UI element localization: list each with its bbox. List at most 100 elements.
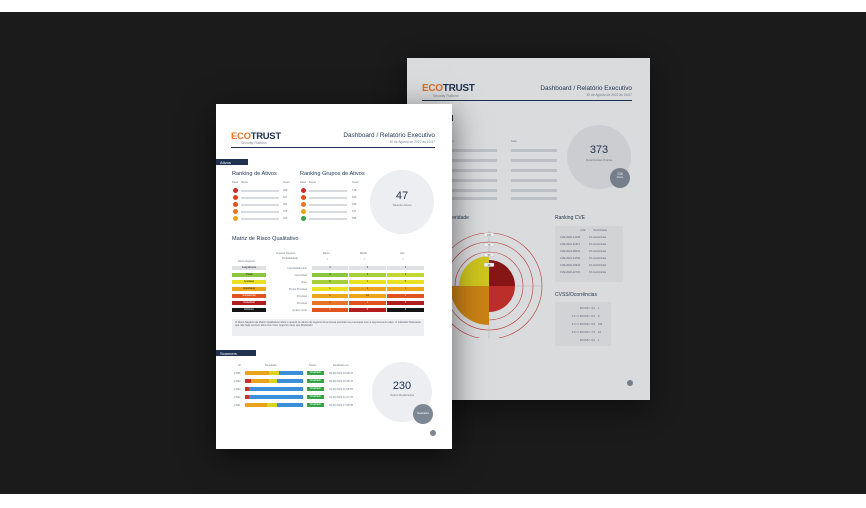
scan-col-id: ID [238,364,241,367]
matrix-cell: 1 [349,280,386,285]
probability-label: Provável [296,302,307,305]
asset-score: 423 [283,217,288,220]
rank-dot [233,188,238,193]
cve-count: 15 ocorrências [589,264,607,267]
cve-id: CVE-2022-22720 [560,271,581,274]
scan-status-badge: Finalizado [307,371,324,376]
risk-level-cell: Insignificante [232,266,266,271]
scans-badge-label: Realizados [417,412,429,415]
result-seg [277,379,303,384]
rank-dot [301,216,306,221]
total-occurrences-value: 373 [589,144,609,156]
result-seg [269,379,277,384]
asset-name-bar [241,218,279,220]
impact-col: Alto [400,252,405,255]
rank-dot [301,188,306,193]
report-date: 30 de Agosto de 2022 às 16:57 [586,93,632,97]
scan-date: 31-05-2022 11:27:45 [329,396,353,399]
matrix-cell: 2 [387,266,424,271]
matrix-cell: 1 [349,301,386,306]
total-assets-label: Total de Ativos [392,203,412,207]
matrix-cell: 5 [387,280,424,285]
matrix-cell: 1 [387,294,424,299]
cvss-count: 1 [598,339,600,342]
result-seg [251,379,269,384]
asset-name-bar [241,204,279,206]
cve-count: 15 ocorrências [589,271,607,274]
occ-bar [447,169,497,172]
group-name-bar [309,218,347,220]
severity-slice-high [489,286,515,312]
rank-dot [233,216,238,221]
group-score: 748 [352,189,357,192]
cvss-range: 6.0 <= #CVSS < 9.0 [571,323,595,326]
rank-dot [301,209,306,214]
cve-count: 15 ocorrências [589,250,607,253]
result-seg [245,371,269,376]
mockup-stage: ECOTRUST Security Platform Dashboard / R… [0,12,866,494]
scans-badge [413,404,433,424]
scan-status-badge: Finalizado [307,403,324,408]
rank-dot [233,209,238,214]
arrow-down-icon: ↓ [363,256,365,261]
matrix-cell: 1 [387,301,424,306]
col-score: Score [283,181,290,184]
impact-header: Impacto Negócio [276,252,296,255]
arrow-down-icon: ↓ [326,256,328,261]
result-seg [249,395,303,400]
cve-ranking-title: Ranking CVE [555,215,586,221]
ecotrust-logo: ECOTRUST [422,83,475,94]
group-name-bar [309,204,347,206]
occ-bar [511,149,557,152]
col-name: Nome [309,181,316,184]
header-rule [231,147,435,148]
scan-status-badge: Finalizado [307,387,324,392]
ring-label-box [483,232,495,237]
cve-id: CVE-2021-41617 [560,243,581,246]
asset-name-bar [241,211,279,213]
scan-date: 29-08-2022 19:28:47 [329,380,354,383]
rank-dot [301,195,306,200]
report-title: Dashboard / Relatório Executivo [343,132,435,139]
impact-col: Baixo [323,252,330,255]
matrix-note: O Risco Negócio da Matriz Qualitativa in… [232,319,424,336]
cvss-count: 1 [598,307,600,310]
probability-label: Improvável [294,274,307,277]
occ-bar [447,179,497,182]
cvss-count: 234 [598,323,603,326]
severity-slice-critical [489,260,515,286]
col-name: Nome [241,181,248,184]
risk-level-cell: Extremo [232,308,266,313]
matrix-cell: 1 [312,308,348,313]
matrix-cell: 4 [312,273,348,278]
asset-score: 969 [283,189,288,192]
group-score: 625 [352,196,357,199]
matrix-cell: 1 [312,294,348,299]
severity-slice-low [459,256,489,286]
cve-count: 15 ocorrências [589,257,607,260]
cve-col-header: Ocorrências [593,229,607,232]
report-page-assets: ECOTRUST Security Platform Dashboard / R… [216,104,452,449]
occ-bar [511,197,557,200]
logo-tagline: Security Platform [433,94,459,98]
asset-score: 521 [283,203,288,206]
header-rule [422,100,632,101]
group-score: 611 [352,210,357,213]
asset-name-bar [241,197,279,199]
report-title: Dashboard / Relatório Executivo [540,85,632,92]
matrix-cell: 3 [312,266,348,271]
asset-score: 627 [283,196,288,199]
col-rank: Rank [300,181,307,184]
matrix-cell: 1 [387,308,424,313]
risk-level-cell: Substancial [232,294,266,299]
occ-bar [511,159,557,162]
result-seg [279,371,303,376]
assets-badge [610,168,630,188]
asset-score: 376 [283,210,288,213]
scan-id: 2,895 [234,372,241,375]
probability-label: Improbabilíssimo [287,267,307,270]
section-assets: Ativos [216,159,248,165]
group-score: 588 [352,217,357,220]
ring-label: 25 [488,264,491,267]
severity-slice-medium [450,286,489,325]
